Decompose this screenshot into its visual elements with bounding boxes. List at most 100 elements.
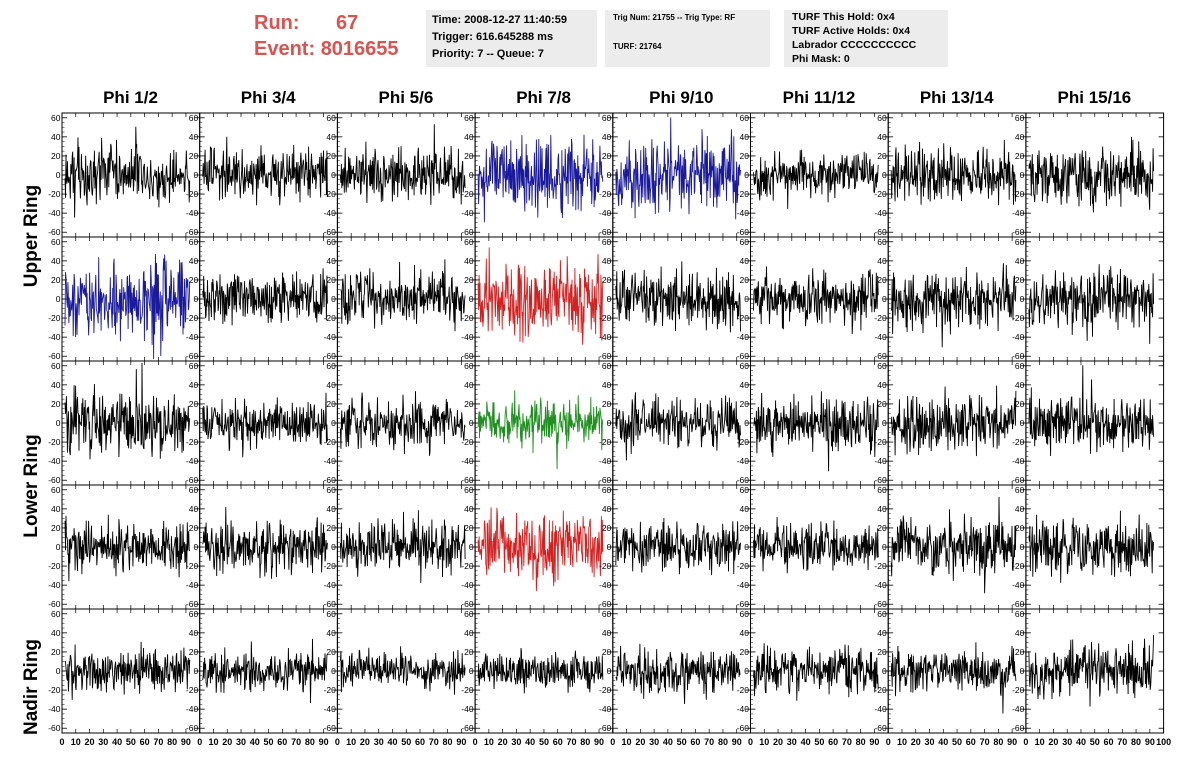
y-tick-label: 40 [877,628,887,638]
x-tick-label: 60 [690,737,700,747]
y-tick-label: -20 [737,561,750,571]
x-tick-label: 10 [1035,737,1045,747]
y-tick-label: 0 [56,542,61,552]
y-tick-label: 40 [51,504,61,514]
column-header-3: Phi 5/6 [378,88,434,107]
x-tick-label: 80 [580,737,590,747]
waveform-trace [64,126,191,218]
y-tick-label: 0 [882,542,887,552]
y-tick-label: 40 [1015,256,1025,266]
panel-r4-c3: -60 -40 -20 0 20 40 60 [461,608,614,734]
waveform-trace [339,646,466,695]
x-tick-label: 60 [966,737,976,747]
y-tick-label: -40 [186,704,199,714]
y-tick-label: 60 [189,237,199,247]
x-tick-label: 90 [319,737,329,747]
y-tick-label: 0 [882,294,887,304]
y-tick-label: 40 [51,132,61,142]
y-tick-label: 40 [602,504,612,514]
y-tick-label: 60 [740,113,750,123]
waveform-trace [753,643,879,701]
y-tick-label: 60 [602,609,612,619]
y-tick-label: -60 [874,723,887,733]
y-tick-label: -40 [737,580,750,590]
y-tick-label: 0 [331,542,336,552]
waveform-trace [340,259,466,332]
y-tick-label: -40 [874,704,887,714]
y-tick-label: -40 [1012,332,1025,342]
y-tick-label: -40 [48,456,61,466]
y-tick-label: -60 [461,475,474,485]
y-tick-label: -60 [1012,475,1025,485]
run-value: 67 [336,12,359,34]
y-tick-label: 0 [744,294,749,304]
x-tick-label: 40 [1076,737,1086,747]
x-tick-label: 0 [610,737,615,747]
x-tick-label: 80 [1131,737,1141,747]
y-tick-label: -20 [461,561,474,571]
panel-r1-c6: -60 -40 -20 0 20 40 60 [874,236,1027,362]
x-tick-label: 0 [335,737,340,747]
y-tick-label: 40 [464,504,474,514]
y-tick-label: 60 [602,361,612,371]
y-tick-label: -20 [48,437,61,447]
y-tick-label: -20 [461,437,474,447]
y-tick-label: -60 [48,227,61,237]
x-tick-label: 80 [443,737,453,747]
y-tick-label: -40 [48,332,61,342]
x-tick-label: 70 [566,737,576,747]
y-tick-label: -20 [48,189,61,199]
y-tick-label: 40 [877,504,887,514]
panel-r1-c0: -60 -40 -20 0 20 40 60 [48,236,201,362]
y-tick-label: -40 [186,580,199,590]
y-tick-label: 0 [744,542,749,552]
waveform-trace [890,642,1017,714]
y-tick-label: -20 [737,313,750,323]
waveform-trace [753,516,879,574]
y-tick-label: 0 [469,294,474,304]
x-tick-label: 80 [856,737,866,747]
y-tick-label: -40 [48,208,61,218]
x-tick-label: 50 [1090,737,1100,747]
x-tick-label: 80 [305,737,315,747]
y-tick-label: 0 [56,418,61,428]
x-tick-label: 20 [773,737,783,747]
y-tick-label: 0 [607,294,612,304]
x-tick-label: 90 [1145,737,1155,747]
y-tick-label: 60 [326,113,336,123]
x-tick-label: 10 [759,737,769,747]
y-tick-label: 60 [326,361,336,371]
y-tick-label: -60 [461,351,474,361]
y-tick-label: 0 [469,542,474,552]
y-tick-label: -60 [186,351,199,361]
y-tick-label: -60 [324,599,337,609]
panel-r3-c7: -60 -40 -20 0 20 40 60 [1012,484,1165,610]
panel-r1-c2: -60 -40 -20 0 20 40 60 [324,236,476,362]
y-tick-label: -60 [48,599,61,609]
waveform-trace [1028,136,1155,213]
y-tick-label: 20 [51,523,61,533]
turf-hold-box: TURF This Hold: 0x4 TURF Active Holds: 0… [784,10,948,67]
panel-r2-c0: -60 -40 -20 0 20 40 60 [48,360,201,486]
y-tick-label: 40 [189,504,199,514]
y-tick-label: -60 [737,475,750,485]
panel-r0-c5: -60 -40 -20 0 20 40 60 [737,112,889,238]
y-tick-label: -60 [874,351,887,361]
y-tick-label: -20 [186,189,199,199]
y-tick-label: -40 [874,208,887,218]
waveform-trace [1028,264,1155,344]
y-tick-label: 60 [464,361,474,371]
x-tick-label: 30 [649,737,659,747]
x-tick-label: 70 [153,737,163,747]
x-tick-label: 0 [473,737,478,747]
y-tick-label: -20 [324,561,337,571]
y-tick-label: 20 [1015,275,1025,285]
panel-r0-c1: -60 -40 -20 0 20 40 60 [186,112,338,238]
y-tick-label: 20 [877,151,887,161]
event-label: Event: [254,38,316,60]
y-tick-label: -40 [737,704,750,714]
x-tick-label: 30 [374,737,384,747]
trig-num-text: Trig Num: 21755 -- Trig Type: RF [613,13,736,22]
y-tick-label: 0 [193,294,198,304]
waveform-trace [339,510,466,584]
